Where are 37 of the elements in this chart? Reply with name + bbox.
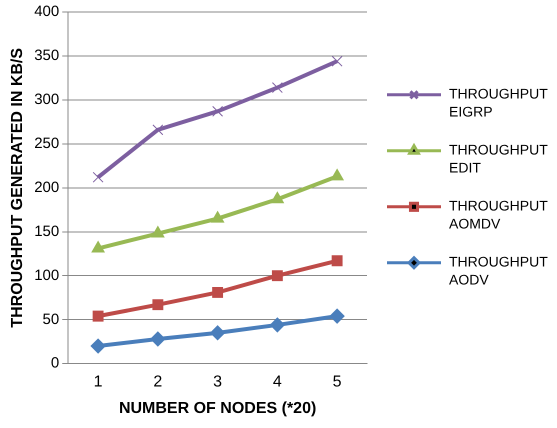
y-tick-label: 300 (34, 91, 60, 108)
y-tick-label: 350 (34, 47, 60, 64)
x-tick-label: 3 (213, 374, 222, 391)
legend-label: THROUGHPUT AOMDV (449, 198, 548, 232)
y-tick-label: 0 (50, 354, 60, 372)
point (330, 308, 345, 324)
point (270, 317, 285, 332)
legend-label: THROUGHPUT EDIT (449, 142, 548, 176)
point (332, 255, 343, 266)
x-tick-label: 1 (94, 374, 103, 391)
y-tick-label: 200 (34, 178, 60, 196)
y-axis-title: THROUGHPUT GENERATED IN KB/S (9, 48, 26, 328)
y-tick-label: 250 (34, 134, 60, 152)
point (151, 226, 164, 238)
x-tick-label: 2 (153, 374, 162, 391)
point (92, 172, 104, 183)
point (152, 124, 164, 136)
point (90, 338, 106, 354)
y-tick-label: 50 (42, 310, 60, 328)
point (211, 211, 224, 223)
point (92, 310, 104, 322)
legend-label: THROUGHPUT AODV (449, 254, 548, 288)
y-tick-label: 400 (34, 3, 60, 20)
x-tick-label: 5 (332, 374, 342, 391)
point (212, 286, 224, 298)
x-axis-title: NUMBER OF NODES (*20) (118, 400, 316, 417)
point (272, 82, 283, 94)
point (212, 106, 224, 117)
point (210, 325, 226, 340)
point (272, 270, 283, 282)
y-tick-label: 100 (34, 266, 60, 284)
x-tick-label: 4 (272, 374, 282, 391)
point (332, 56, 343, 67)
y-tick-label: 150 (34, 222, 60, 240)
legend-label: THROUGHPUT EIGRP (449, 86, 548, 120)
point (152, 299, 164, 310)
point (150, 331, 166, 346)
